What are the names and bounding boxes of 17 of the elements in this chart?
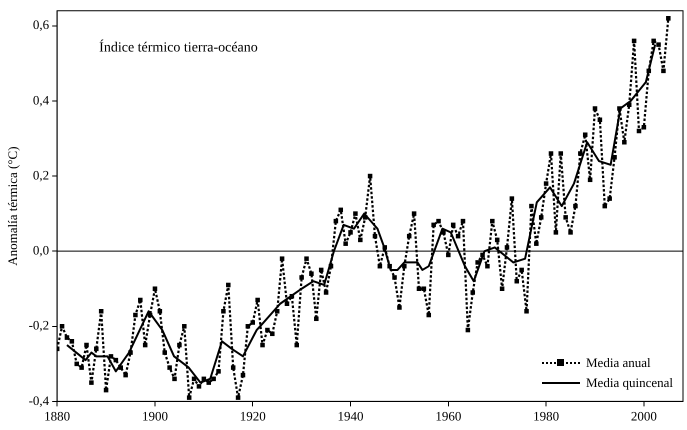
x-tick-label: 1920 [240,408,266,424]
x-tick-label: 1960 [435,408,462,424]
y-axis-title: Anomalía térmica (°C) [5,146,20,266]
y-tick-label: 0,0 [32,242,50,258]
y-tick-label: -0,2 [28,318,50,333]
y-tick-label: 0,2 [32,167,50,182]
x-tick-label: 1900 [142,408,168,424]
y-tick-label: 0,6 [32,17,50,32]
legend-label: Media quincenal [586,375,673,392]
legend-label: Media anual [586,355,651,372]
x-tick-label: 1880 [44,408,70,424]
x-tick-label: 2000 [630,408,657,424]
y-tick-label: -0,4 [28,392,50,408]
x-tick-label: 1980 [533,408,560,424]
annotation: Índice térmico tierra-océano [99,38,258,56]
x-tick-label: 1940 [338,408,364,424]
y-tick-label: 0,4 [32,92,50,108]
